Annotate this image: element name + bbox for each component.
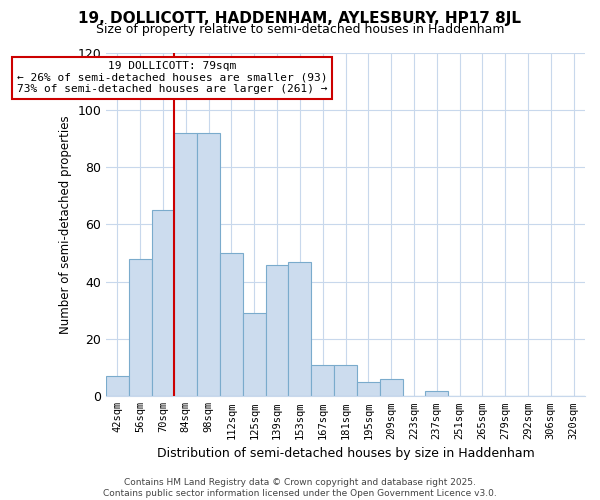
Bar	[425, 390, 448, 396]
Text: 19 DOLLICOTT: 79sqm
← 26% of semi-detached houses are smaller (93)
73% of semi-d: 19 DOLLICOTT: 79sqm ← 26% of semi-detach…	[17, 61, 328, 94]
Bar	[129, 259, 152, 396]
Bar	[106, 376, 129, 396]
Bar	[220, 253, 243, 396]
Text: Contains HM Land Registry data © Crown copyright and database right 2025.
Contai: Contains HM Land Registry data © Crown c…	[103, 478, 497, 498]
Bar	[357, 382, 380, 396]
Bar	[380, 379, 403, 396]
Y-axis label: Number of semi-detached properties: Number of semi-detached properties	[59, 115, 72, 334]
Bar	[334, 365, 357, 396]
Bar	[311, 365, 334, 396]
Bar	[266, 264, 289, 396]
Bar	[243, 313, 266, 396]
Text: Size of property relative to semi-detached houses in Haddenham: Size of property relative to semi-detach…	[96, 22, 504, 36]
Text: 19, DOLLICOTT, HADDENHAM, AYLESBURY, HP17 8JL: 19, DOLLICOTT, HADDENHAM, AYLESBURY, HP1…	[79, 12, 521, 26]
Bar	[289, 262, 311, 396]
Bar	[175, 132, 197, 396]
Bar	[152, 210, 175, 396]
Bar	[197, 132, 220, 396]
X-axis label: Distribution of semi-detached houses by size in Haddenham: Distribution of semi-detached houses by …	[157, 447, 535, 460]
